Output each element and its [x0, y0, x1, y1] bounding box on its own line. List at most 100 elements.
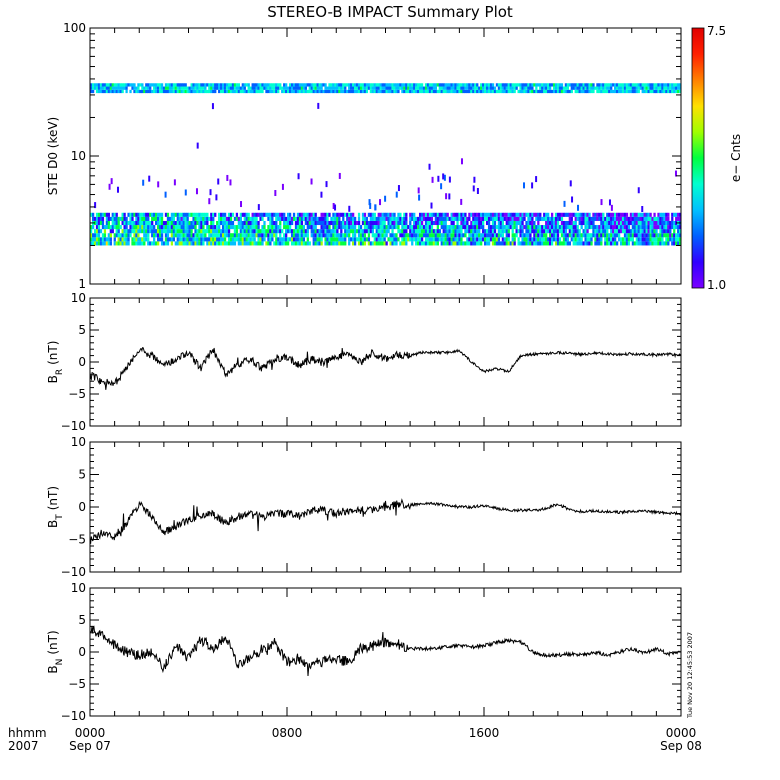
heatmap-cell [257, 237, 260, 242]
heatmap-cell [281, 212, 284, 217]
heatmap-cell [594, 212, 597, 217]
heatmap-cell [533, 220, 536, 226]
heatmap-cell [271, 225, 274, 230]
heatmap-cell [446, 216, 449, 221]
heatmap-cell [523, 225, 526, 230]
heatmap-cell [631, 83, 635, 87]
heatmap-cell [430, 237, 434, 242]
heatmap-cell [218, 212, 221, 217]
heatmap-cell [495, 233, 499, 238]
heatmap-cell [513, 241, 516, 246]
heatmap-cell [446, 225, 449, 230]
heatmap-cell [338, 233, 341, 238]
y-tick-label: −10 [61, 419, 86, 433]
heatmap-cell [155, 229, 158, 234]
heatmap-cell [411, 229, 414, 234]
heatmap-cell [348, 237, 351, 242]
heatmap-cell [322, 216, 325, 221]
heatmap-cell [669, 233, 672, 238]
heatmap-cell [667, 220, 670, 226]
heatmap-cell [263, 229, 266, 234]
heatmap-cell [562, 89, 566, 94]
heatmap-cell [377, 212, 380, 217]
heatmap-cell [164, 86, 168, 90]
heatmap-cell [411, 89, 414, 94]
heatmap-cell [346, 229, 349, 234]
heatmap-cell [485, 241, 489, 246]
heatmap-cell [304, 212, 307, 217]
heatmap-cell [357, 229, 361, 234]
heatmap-cell [113, 225, 116, 230]
heatmap-cell [424, 237, 428, 242]
heatmap-cell [168, 225, 172, 230]
heatmap-cell [206, 220, 209, 226]
heatmap-cell [107, 237, 110, 242]
heatmap-cell [204, 83, 207, 87]
heatmap-cell [547, 220, 550, 226]
heatmap-cell [438, 237, 441, 242]
heatmap-cell [460, 220, 463, 226]
heatmap-cell [143, 225, 146, 230]
heatmap-cell [241, 237, 244, 242]
heatmap-cell [210, 216, 213, 221]
heatmap-cell [484, 216, 487, 221]
hhmm-label: hhmm [8, 726, 47, 740]
y-tick-label: −5 [68, 387, 86, 401]
heatmap-cell [325, 181, 328, 188]
heatmap-cell [570, 225, 573, 230]
heatmap-cell [119, 86, 122, 90]
heatmap-cell [111, 216, 114, 221]
heatmap-cell [493, 233, 497, 238]
heatmap-cell [117, 89, 120, 94]
heatmap-cell [283, 233, 286, 238]
heatmap-cell [395, 89, 398, 94]
heatmap-cell [653, 86, 656, 90]
heatmap-cell [434, 229, 438, 234]
heatmap-cell [287, 216, 290, 221]
heatmap-cell [294, 83, 298, 87]
heatmap-cell [304, 229, 307, 234]
heatmap-cell [182, 237, 185, 242]
heatmap-cell [218, 233, 221, 238]
heatmap-cell [186, 233, 189, 238]
heatmap-cell [290, 86, 294, 90]
heatmap-cell [418, 220, 422, 226]
heatmap-cell [610, 89, 613, 94]
heatmap-cell [371, 83, 374, 87]
heatmap-cell [679, 225, 682, 230]
heatmap-cell [533, 237, 536, 242]
heatmap-cell [145, 229, 148, 234]
heatmap-cell [361, 233, 365, 238]
heatmap-cell [403, 212, 406, 217]
heatmap-cell [438, 233, 441, 238]
heatmap-cell [253, 229, 256, 234]
heatmap-cell [409, 225, 412, 230]
heatmap-cell [310, 83, 313, 87]
heatmap-cell [249, 237, 252, 242]
heatmap-cell [550, 229, 554, 234]
heatmap-cell [493, 86, 497, 90]
heatmap-cell [218, 216, 221, 221]
heatmap-cell [653, 237, 656, 242]
heatmap-cell [651, 220, 654, 226]
heatmap-cell [511, 212, 514, 217]
heatmap-cell [560, 89, 564, 94]
heatmap-cell [253, 83, 256, 87]
heatmap-cell [484, 237, 487, 242]
heatmap-cell [545, 83, 548, 87]
heatmap-cell [279, 233, 282, 238]
heatmap-cell [143, 89, 146, 94]
heatmap-cell [497, 233, 501, 238]
y-tick-label: 5 [78, 468, 86, 482]
heatmap-cell [164, 233, 168, 238]
heatmap-cell [340, 86, 343, 90]
heatmap-cell [375, 83, 378, 87]
heatmap-cell [267, 237, 270, 242]
heatmap-cell [243, 216, 246, 221]
heatmap-cell [239, 237, 242, 242]
y-tick-label: 5 [78, 613, 86, 627]
heatmap-cell [420, 216, 424, 221]
heatmap-cell [186, 241, 189, 246]
heatmap-cell [562, 212, 566, 217]
heatmap-cell [131, 83, 134, 87]
